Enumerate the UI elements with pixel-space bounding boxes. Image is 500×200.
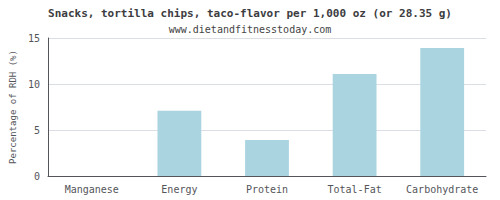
- svg-text:Manganese: Manganese: [65, 184, 119, 195]
- svg-text:Protein: Protein: [246, 184, 288, 195]
- svg-text:Energy: Energy: [161, 184, 197, 195]
- svg-text:10: 10: [28, 79, 40, 90]
- svg-text:Percentage of RDH (%): Percentage of RDH (%): [8, 50, 18, 164]
- svg-text:15: 15: [28, 33, 40, 44]
- svg-text:www.dietandfitnesstoday.com: www.dietandfitnesstoday.com: [169, 24, 332, 35]
- svg-text:Snacks, tortilla chips, taco-f: Snacks, tortilla chips, taco-flavor per …: [48, 7, 452, 20]
- svg-text:0: 0: [34, 171, 40, 182]
- svg-text:5: 5: [34, 125, 40, 136]
- svg-text:Carbohydrate: Carbohydrate: [406, 184, 478, 195]
- svg-text:Total-Fat: Total-Fat: [328, 184, 382, 195]
